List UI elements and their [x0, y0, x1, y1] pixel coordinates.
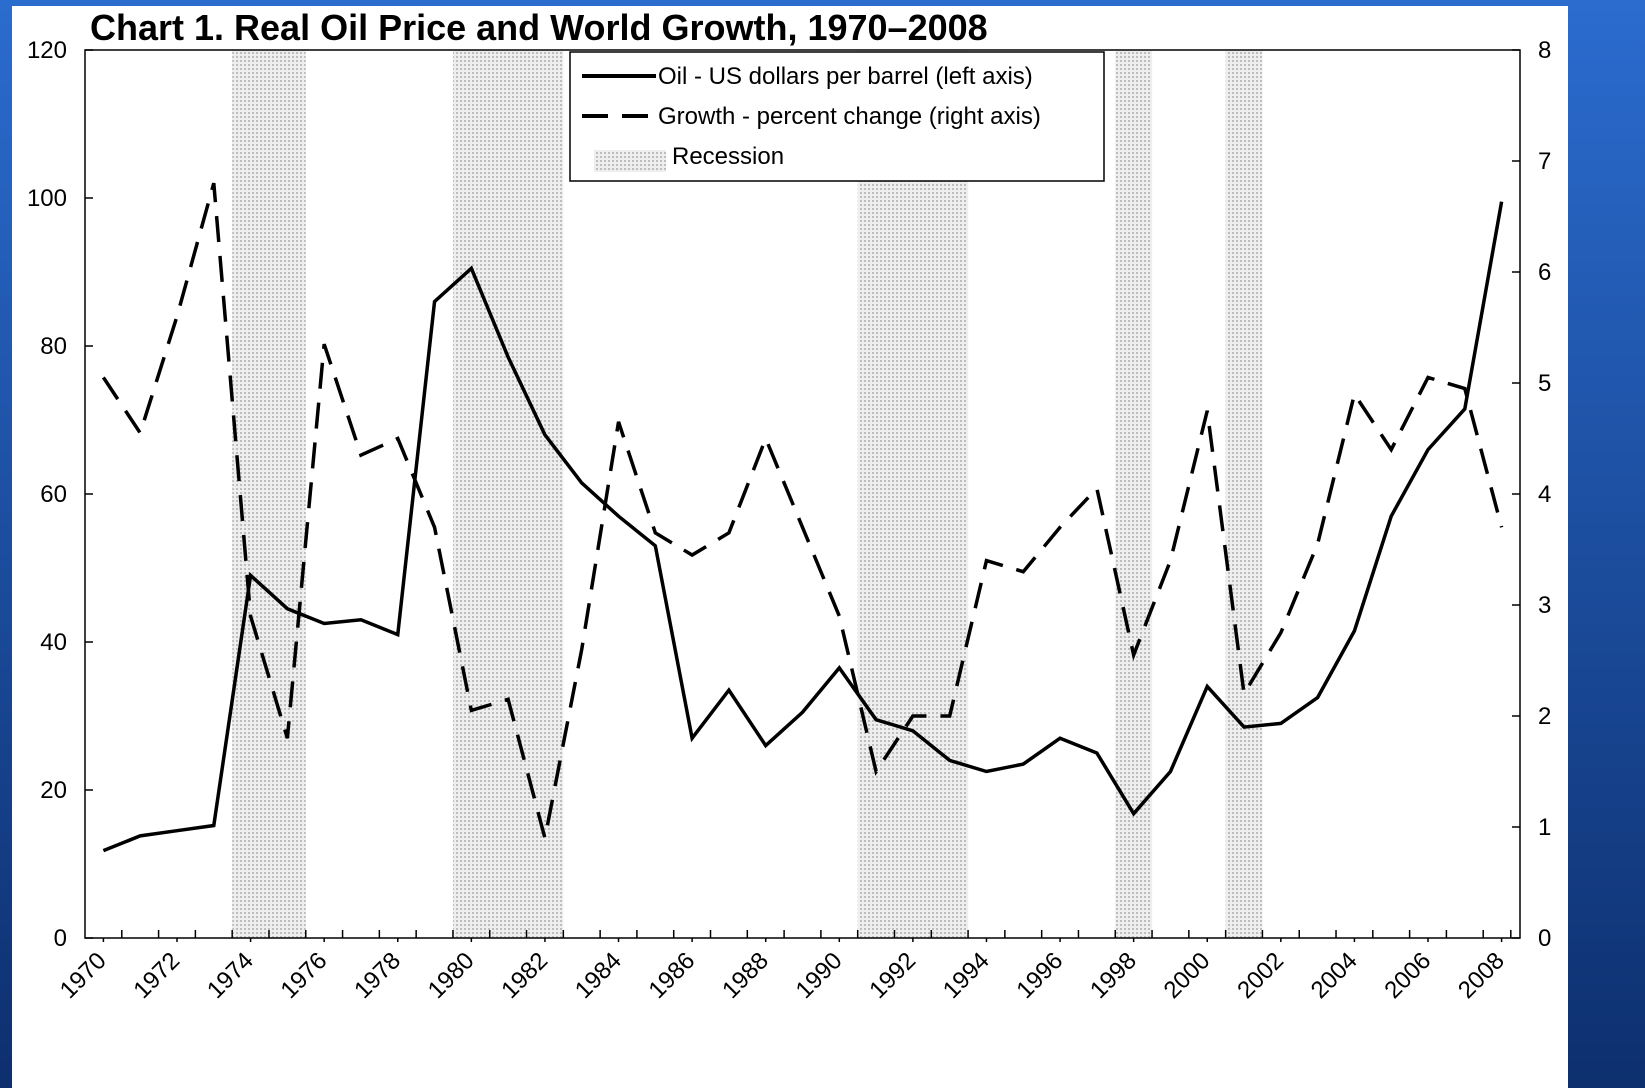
legend-label: Recession: [672, 143, 784, 170]
legend-swatch: [594, 150, 666, 172]
y2-tick-label: 2: [1538, 703, 1551, 730]
recession-band: [232, 50, 306, 938]
chart-title: Chart 1. Real Oil Price and World Growth…: [90, 7, 988, 48]
y-tick-label: 40: [40, 629, 67, 656]
recession-band: [857, 50, 969, 938]
y2-tick-label: 3: [1538, 592, 1551, 619]
recession-band: [452, 50, 564, 938]
recession-band: [1225, 50, 1263, 938]
recession-band: [1115, 50, 1153, 938]
y-tick-label: 120: [27, 37, 67, 64]
series-line: [102, 201, 1504, 853]
y-tick-label: 60: [40, 481, 67, 508]
y2-tick-label: 6: [1538, 259, 1551, 286]
y2-tick-label: 5: [1538, 370, 1551, 397]
y2-tick-label: 4: [1538, 481, 1551, 508]
legend-label: Oil - US dollars per barrel (left axis): [658, 63, 1033, 90]
y2-tick-label: 1: [1538, 814, 1551, 841]
y2-tick-label: 8: [1538, 37, 1551, 64]
series-line: [101, 182, 1504, 839]
y-tick-label: 80: [40, 333, 67, 360]
y2-tick-label: 7: [1538, 148, 1551, 175]
legend-label: Growth - percent change (right axis): [658, 103, 1041, 130]
y-tick-label: 100: [27, 185, 67, 212]
y-tick-label: 0: [54, 925, 67, 952]
y-tick-label: 20: [40, 777, 67, 804]
y2-tick-label: 0: [1538, 925, 1551, 952]
